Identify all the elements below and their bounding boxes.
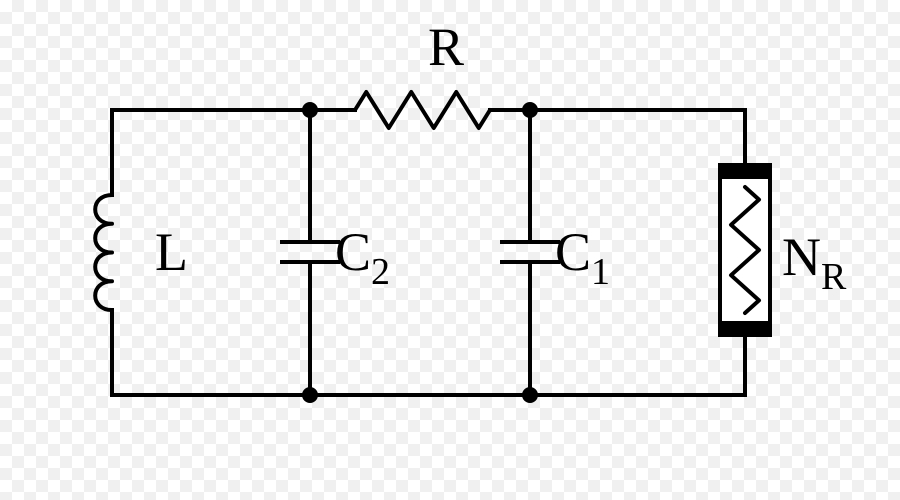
label-L: L [155,222,188,282]
label-C2: C2 [335,222,390,293]
label-R: R [428,17,464,77]
label-C1: C1 [555,222,610,293]
label-NR: NR [782,227,847,298]
chua-circuit-diagram: L C2 C1 R NR [0,0,900,500]
